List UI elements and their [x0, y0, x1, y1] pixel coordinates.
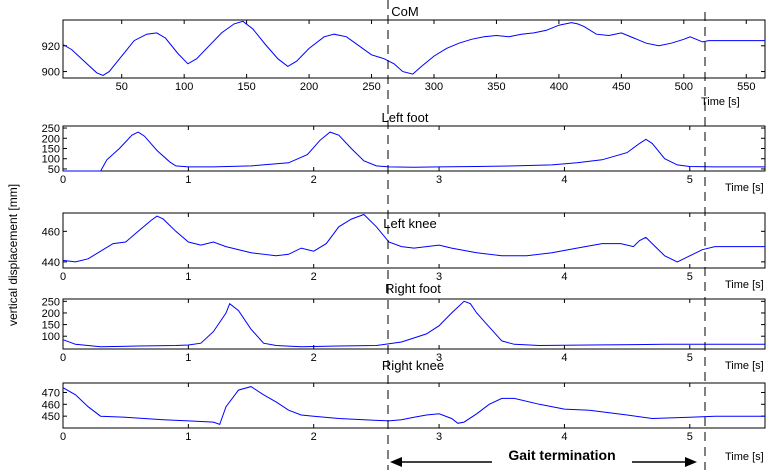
left-foot-title: Left foot: [382, 110, 429, 125]
gait-termination-overlay: Gait termination: [387, 0, 706, 470]
y-axis-label: vertical displacement [mm]: [6, 184, 20, 326]
left-knee-axes-frame: [62, 212, 766, 269]
left-knee-xtick-label: 5: [687, 271, 693, 283]
right-knee-xtick-label: 4: [561, 431, 567, 443]
com-ytick-label: 900: [42, 67, 60, 79]
left-foot-ytick-label: 150: [42, 144, 60, 156]
right-knee-ytick-label: 460: [42, 399, 60, 411]
left-foot-ytick-label: 200: [42, 133, 60, 145]
left-knee-panel: 0 1 2 3 4 5 460 440 Left knee Time [s]: [42, 212, 766, 291]
right-foot-axes-frame: [62, 298, 766, 350]
left-knee-ytick-label: 460: [42, 226, 60, 238]
right-foot-title: Right foot: [385, 281, 441, 296]
left-knee-xtick-label: 0: [60, 271, 66, 283]
com-series-line: [62, 20, 765, 76]
com-xtick-label: 200: [300, 81, 318, 93]
left-foot-axes-frame: [62, 125, 766, 172]
left-foot-series-line: [63, 131, 765, 172]
left-knee-xtick-label: 1: [185, 271, 191, 283]
right-foot-series-line: [62, 300, 765, 348]
right-foot-xtick-label: 5: [687, 352, 693, 364]
right-foot-xtick-label: 4: [561, 352, 567, 364]
left-foot-xtick-label: 3: [436, 174, 442, 186]
left-knee-series-line: [62, 213, 765, 263]
right-knee-xlabel: Time [s]: [725, 451, 764, 463]
com-xtick-label: 400: [550, 81, 568, 93]
gait-termination-label: Gait termination: [508, 447, 615, 463]
left-foot-ytick-label: 100: [42, 154, 60, 166]
com-xlabel: Time [s]: [701, 96, 740, 108]
right-foot-xlabel: Time [s]: [725, 360, 764, 372]
com-xtick-label: 550: [737, 81, 755, 93]
left-foot-ytick-label: 50: [48, 164, 60, 176]
left-foot-xtick-label: 4: [561, 174, 567, 186]
right-knee-xtick-label: 1: [185, 431, 191, 443]
right-foot-xtick-label: 3: [436, 352, 442, 364]
right-knee-series-line: [62, 386, 765, 426]
left-knee-ytick-label: 440: [42, 257, 60, 269]
com-xtick-label: 50: [116, 81, 128, 93]
com-xtick-label: 250: [362, 81, 380, 93]
com-ytick-label: 920: [42, 41, 60, 53]
right-foot-ytick-label: 100: [42, 331, 60, 343]
arrowhead-right: [685, 457, 697, 467]
com-xtick-label: 300: [425, 81, 443, 93]
com-xtick-label: 500: [675, 81, 693, 93]
left-knee-xtick-label: 2: [311, 271, 317, 283]
right-knee-xtick-label: 5: [687, 431, 693, 443]
right-foot-ytick-label: 150: [42, 320, 60, 332]
com-xtick-label: 450: [612, 81, 630, 93]
right-knee-ytick-label: 450: [42, 411, 60, 423]
arrowhead-left: [390, 457, 402, 467]
left-knee-title: Left knee: [383, 216, 437, 231]
left-knee-xtick-label: 3: [436, 271, 442, 283]
right-foot-xtick-label: 2: [311, 352, 317, 364]
left-knee-xtick-label: 4: [561, 271, 567, 283]
right-knee-axes-frame: [62, 382, 766, 429]
left-knee-xlabel: Time [s]: [725, 279, 764, 291]
left-foot-xtick-label: 1: [185, 174, 191, 186]
left-foot-xtick-label: 0: [60, 174, 66, 186]
com-title: CoM: [391, 4, 418, 19]
right-foot-xtick-label: 0: [60, 352, 66, 364]
com-axes-frame: [62, 19, 766, 79]
right-knee-xtick-label: 3: [436, 431, 442, 443]
com-xtick-label: 350: [487, 81, 505, 93]
right-knee-xtick-label: 2: [311, 431, 317, 443]
com-panel: 50 100 150 200 250 300 350 400 450 500 550 920 900 Co…: [42, 4, 766, 108]
right-foot-ytick-label: 250: [42, 296, 60, 308]
right-knee-ytick-label: 470: [42, 387, 60, 399]
right-foot-xtick-label: 1: [185, 352, 191, 364]
com-xtick-label: 100: [175, 81, 193, 93]
right-knee-title: Right knee: [382, 358, 444, 373]
left-foot-xlabel: Time [s]: [725, 182, 764, 194]
right-foot-ytick-label: 200: [42, 308, 60, 320]
right-knee-xtick-label: 0: [60, 431, 66, 443]
com-xtick-label: 150: [237, 81, 255, 93]
left-foot-ytick-label: 250: [42, 123, 60, 135]
left-foot-xtick-label: 5: [687, 174, 693, 186]
left-foot-xtick-label: 2: [311, 174, 317, 186]
